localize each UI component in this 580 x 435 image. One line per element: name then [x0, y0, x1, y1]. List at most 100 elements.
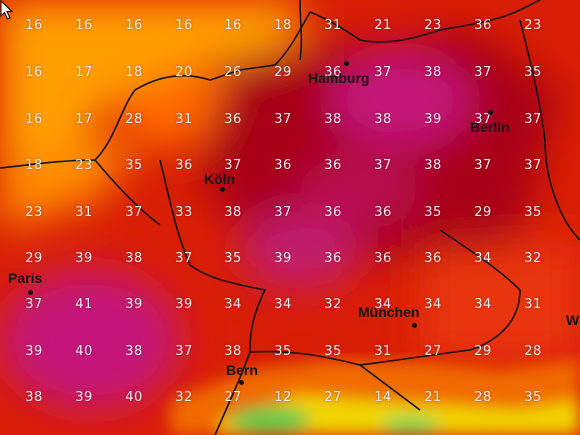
grid-value-r0-c7: 21 [374, 18, 392, 33]
grid-value-r7-c3: 37 [175, 344, 193, 359]
grid-value-r3-c9: 37 [474, 158, 492, 173]
grid-value-r4-c0: 23 [25, 205, 43, 220]
grid-value-r0-c5: 18 [274, 18, 292, 33]
grid-value-r5-c9: 34 [474, 251, 492, 266]
grid-value-r8-c1: 39 [75, 390, 93, 405]
city-label-munchen: München [358, 304, 420, 320]
grid-value-r3-c7: 37 [374, 158, 392, 173]
grid-value-r2-c1: 17 [75, 112, 93, 127]
grid-value-r1-c6: 36 [324, 65, 342, 80]
grid-value-r1-c8: 38 [424, 65, 442, 80]
grid-value-r3-c5: 36 [274, 158, 292, 173]
grid-value-r0-c9: 36 [474, 18, 492, 33]
grid-value-r8-c2: 40 [125, 390, 143, 405]
grid-value-r5-c5: 39 [274, 251, 292, 266]
grid-value-r3-c3: 36 [175, 158, 193, 173]
grid-value-r2-c2: 28 [125, 112, 143, 127]
grid-value-r2-c6: 38 [324, 112, 342, 127]
grid-value-r2-c8: 39 [424, 112, 442, 127]
grid-value-r6-c3: 39 [175, 297, 193, 312]
grid-value-r7-c2: 38 [125, 344, 143, 359]
city-label-koln: Köln [204, 171, 236, 187]
grid-value-r5-c8: 36 [424, 251, 442, 266]
grid-value-r7-c10: 28 [524, 344, 542, 359]
grid-value-r5-c2: 38 [125, 251, 143, 266]
grid-value-r8-c5: 12 [274, 390, 292, 405]
grid-value-r1-c10: 35 [524, 65, 542, 80]
city-label-hamburg: Hamburg [308, 70, 370, 86]
grid-value-r0-c2: 16 [125, 18, 143, 33]
city-marker [344, 61, 349, 66]
grid-value-r0-c4: 16 [224, 18, 242, 33]
grid-value-r7-c4: 38 [224, 344, 242, 359]
grid-value-r0-c0: 16 [25, 18, 43, 33]
grid-value-r7-c6: 35 [324, 344, 342, 359]
grid-value-r7-c0: 39 [25, 344, 43, 359]
grid-value-r2-c10: 37 [524, 112, 542, 127]
grid-value-r2-c3: 31 [175, 112, 193, 127]
grid-value-r4-c10: 35 [524, 205, 542, 220]
grid-value-r4-c6: 36 [324, 205, 342, 220]
grid-value-r4-c8: 35 [424, 205, 442, 220]
grid-value-r3-c0: 18 [25, 158, 43, 173]
grid-value-r0-c10: 23 [524, 18, 542, 33]
grid-value-r5-c4: 35 [224, 251, 242, 266]
city-marker [220, 187, 225, 192]
grid-value-r1-c1: 17 [75, 65, 93, 80]
grid-value-r3-c6: 36 [324, 158, 342, 173]
city-label-paris: Paris [8, 270, 43, 286]
grid-value-r8-c6: 27 [324, 390, 342, 405]
city-marker [488, 110, 493, 115]
grid-value-r5-c10: 32 [524, 251, 542, 266]
city-label-w: W [566, 312, 580, 328]
city-marker [28, 290, 33, 295]
grid-value-r8-c4: 27 [224, 390, 242, 405]
grid-value-r4-c7: 36 [374, 205, 392, 220]
grid-value-r8-c7: 14 [374, 390, 392, 405]
grid-value-r0-c8: 23 [424, 18, 442, 33]
grid-value-r7-c7: 31 [374, 344, 392, 359]
grid-value-r4-c1: 31 [75, 205, 93, 220]
grid-value-r1-c0: 16 [25, 65, 43, 80]
grid-value-r6-c8: 34 [424, 297, 442, 312]
grid-value-r4-c9: 29 [474, 205, 492, 220]
grid-value-r8-c10: 35 [524, 390, 542, 405]
grid-value-r1-c5: 29 [274, 65, 292, 80]
grid-value-r4-c3: 33 [175, 205, 193, 220]
grid-value-r8-c8: 21 [424, 390, 442, 405]
grid-value-r0-c6: 31 [324, 18, 342, 33]
grid-value-r2-c4: 36 [224, 112, 242, 127]
grid-value-r2-c9: 37 [474, 112, 492, 127]
grid-value-r3-c4: 37 [224, 158, 242, 173]
grid-value-r0-c1: 16 [75, 18, 93, 33]
grid-value-r7-c8: 27 [424, 344, 442, 359]
grid-value-r6-c1: 41 [75, 297, 93, 312]
grid-value-r6-c9: 34 [474, 297, 492, 312]
grid-value-r1-c2: 18 [125, 65, 143, 80]
grid-value-r3-c1: 23 [75, 158, 93, 173]
grid-value-r7-c1: 40 [75, 344, 93, 359]
grid-value-r1-c3: 20 [175, 65, 193, 80]
grid-value-r7-c9: 29 [474, 344, 492, 359]
grid-value-r5-c6: 36 [324, 251, 342, 266]
grid-value-r6-c6: 32 [324, 297, 342, 312]
grid-value-r1-c7: 37 [374, 65, 392, 80]
grid-value-r1-c4: 26 [224, 65, 242, 80]
grid-value-r2-c7: 38 [374, 112, 392, 127]
grid-value-r6-c4: 34 [224, 297, 242, 312]
grid-value-r0-c3: 16 [175, 18, 193, 33]
grid-value-r3-c8: 38 [424, 158, 442, 173]
grid-value-r5-c1: 39 [75, 251, 93, 266]
grid-value-r2-c5: 37 [274, 112, 292, 127]
grid-value-r1-c9: 37 [474, 65, 492, 80]
mouse-pointer-icon [0, 0, 14, 20]
city-label-berlin: Berlin [470, 119, 510, 135]
grid-value-r5-c0: 29 [25, 251, 43, 266]
city-marker [412, 323, 417, 328]
grid-value-r6-c10: 31 [524, 297, 542, 312]
grid-value-r6-c7: 34 [374, 297, 392, 312]
grid-value-r4-c5: 37 [274, 205, 292, 220]
